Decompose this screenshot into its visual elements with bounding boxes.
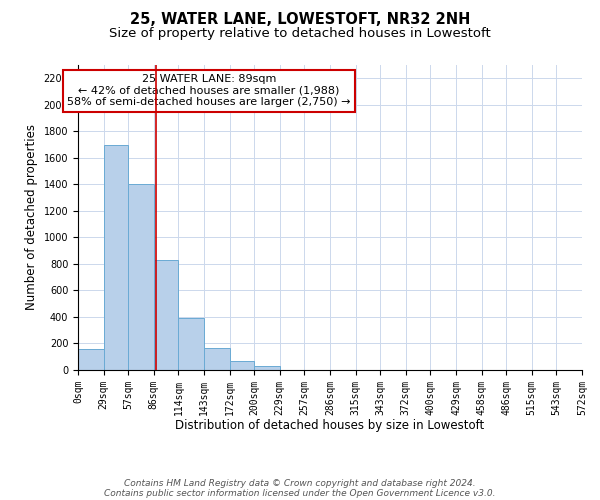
Bar <box>254 366 280 370</box>
Text: 25 WATER LANE: 89sqm
← 42% of detached houses are smaller (1,988)
58% of semi-de: 25 WATER LANE: 89sqm ← 42% of detached h… <box>67 74 351 108</box>
Bar <box>78 349 104 370</box>
Text: Size of property relative to detached houses in Lowestoft: Size of property relative to detached ho… <box>109 28 491 40</box>
Bar <box>204 348 230 370</box>
Text: Contains HM Land Registry data © Crown copyright and database right 2024.: Contains HM Land Registry data © Crown c… <box>124 478 476 488</box>
Text: 25, WATER LANE, LOWESTOFT, NR32 2NH: 25, WATER LANE, LOWESTOFT, NR32 2NH <box>130 12 470 28</box>
Y-axis label: Number of detached properties: Number of detached properties <box>25 124 38 310</box>
Bar <box>128 184 154 370</box>
Text: Contains public sector information licensed under the Open Government Licence v3: Contains public sector information licen… <box>104 488 496 498</box>
Bar <box>104 144 128 370</box>
Bar <box>230 362 254 370</box>
Bar <box>178 318 204 370</box>
Bar <box>154 260 178 370</box>
X-axis label: Distribution of detached houses by size in Lowestoft: Distribution of detached houses by size … <box>175 419 485 432</box>
